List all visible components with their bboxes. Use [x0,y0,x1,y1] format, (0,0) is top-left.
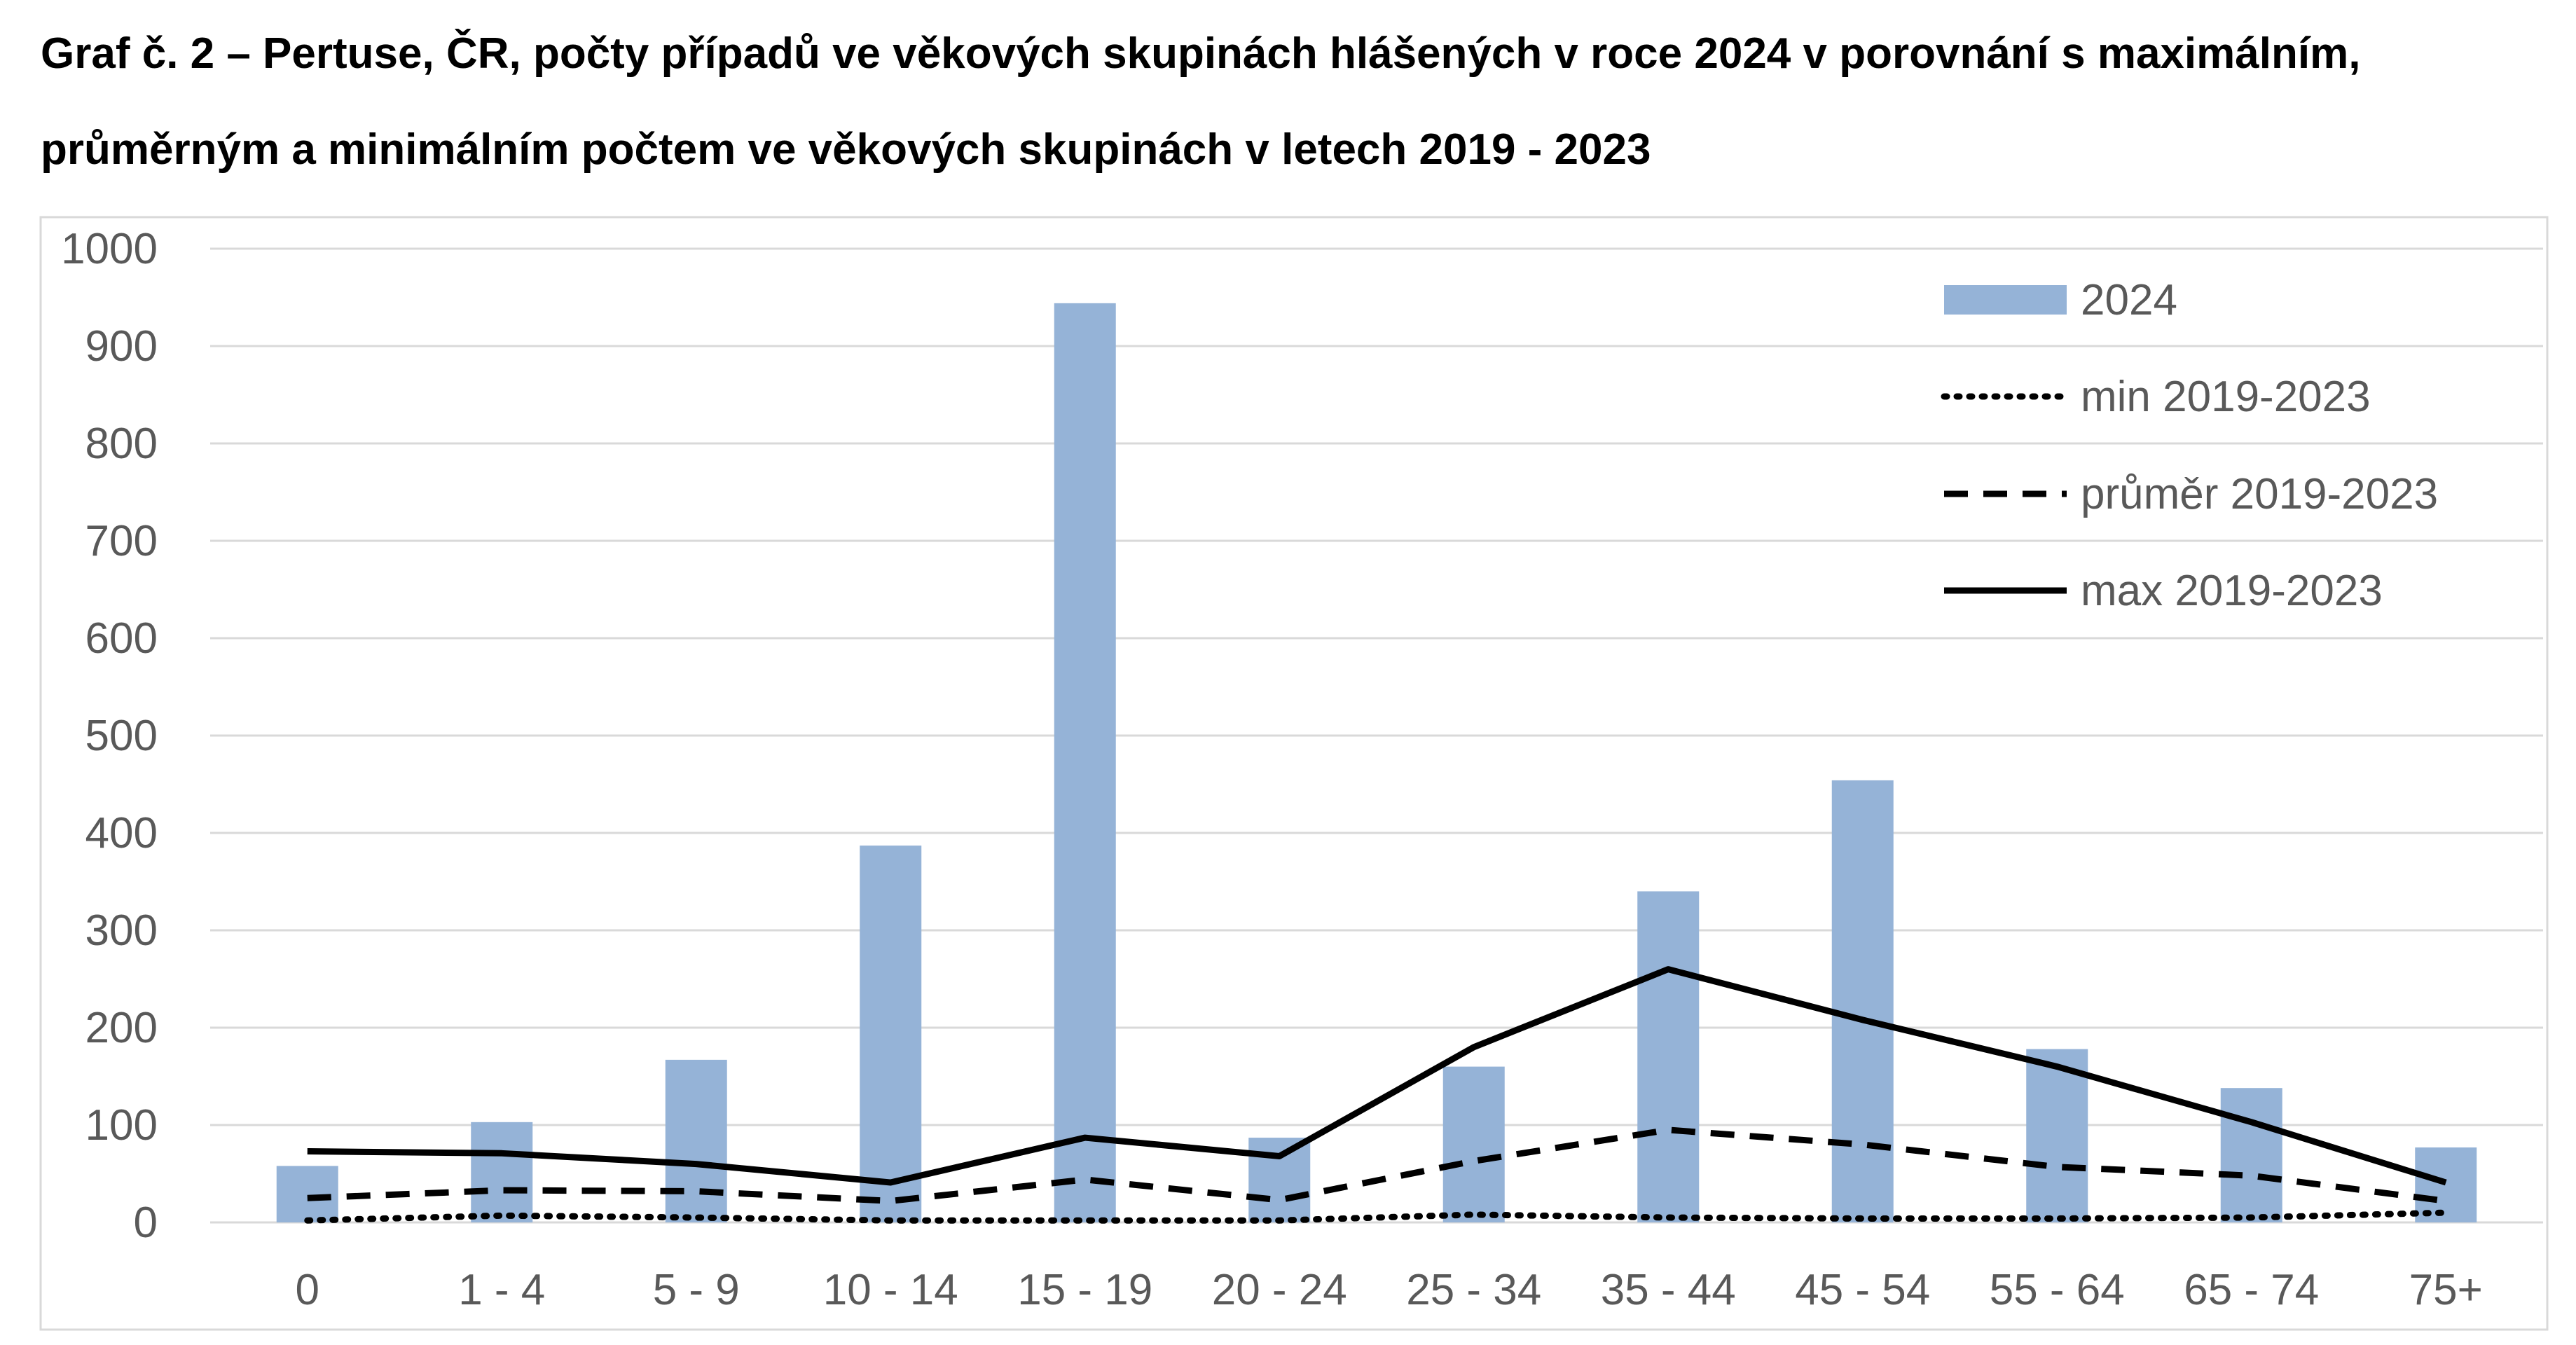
y-tick-label: 800 [85,420,158,468]
y-tick-label: 100 [85,1101,158,1150]
x-tick-label: 15 - 19 [1017,1266,1152,1314]
bar-2024 [1637,891,1700,1222]
y-tick-label: 700 [85,517,158,565]
bar-2024 [2415,1147,2477,1222]
y-tick-label: 0 [134,1199,158,1247]
bar-2024 [1054,303,1116,1223]
series-line-solid [307,966,2447,1186]
series-line-dotted [304,1209,2449,1224]
y-tick-label: 200 [85,1004,158,1052]
x-tick-label: 10 - 14 [823,1266,958,1314]
y-tick-label: 500 [85,712,158,760]
bar-2024 [1831,780,1894,1222]
bar-2024 [1442,1066,1505,1222]
legend-label: max 2019-2023 [2081,567,2383,615]
x-tick-label: 45 - 54 [1795,1266,1930,1314]
x-tick-label: 5 - 9 [653,1266,740,1314]
x-tick-label: 65 - 74 [2184,1266,2319,1314]
x-tick-label: 35 - 44 [1601,1266,1736,1314]
y-axis-ticks: 0 100 200 300 400 500 600 700 800 900 1000 [61,225,158,1247]
chart-title-line-1: Graf č. 2 – Pertuse, ČR, počty případů v… [41,29,2361,78]
bar-2024 [1248,1138,1311,1222]
chart-title-line-2: průměrným a minimálním počtem ve věkovýc… [41,125,1651,174]
x-tick-label: 25 - 34 [1406,1266,1541,1314]
x-tick-label: 20 - 24 [1212,1266,1347,1314]
bar-series [276,303,2477,1223]
series-line-dashed [307,1126,2446,1204]
bar-2024 [860,846,922,1222]
legend: 2024 min 2019-2023 průměr 2019-2023 max 201… [1941,276,2438,615]
x-tick-label: 75+ [2409,1266,2483,1314]
legend-label: min 2019-2023 [2081,373,2371,421]
y-tick-label: 300 [85,906,158,955]
x-tick-label: 1 - 4 [458,1266,545,1314]
legend-label: průměr 2019-2023 [2081,470,2438,518]
legend-swatch-2024 [1944,285,2067,315]
gridlines [210,247,2543,1224]
bar-2024 [665,1059,727,1222]
y-tick-label: 1000 [61,225,158,273]
y-tick-label: 900 [85,322,158,371]
x-tick-label: 0 [296,1266,319,1314]
bar-2024 [2026,1049,2088,1222]
x-axis-ticks: 0 1 - 4 5 - 9 10 - 14 15 - 19 20 - 24 25 - 34 3… [296,1266,2483,1314]
legend-label: 2024 [2081,276,2177,324]
bar-2024 [471,1122,533,1222]
bar-2024 [2220,1088,2282,1222]
chart-frame [39,216,2549,1331]
line-series [304,966,2449,1224]
y-tick-label: 600 [85,614,158,663]
x-tick-label: 55 - 64 [1990,1266,2125,1314]
y-tick-label: 400 [85,809,158,857]
